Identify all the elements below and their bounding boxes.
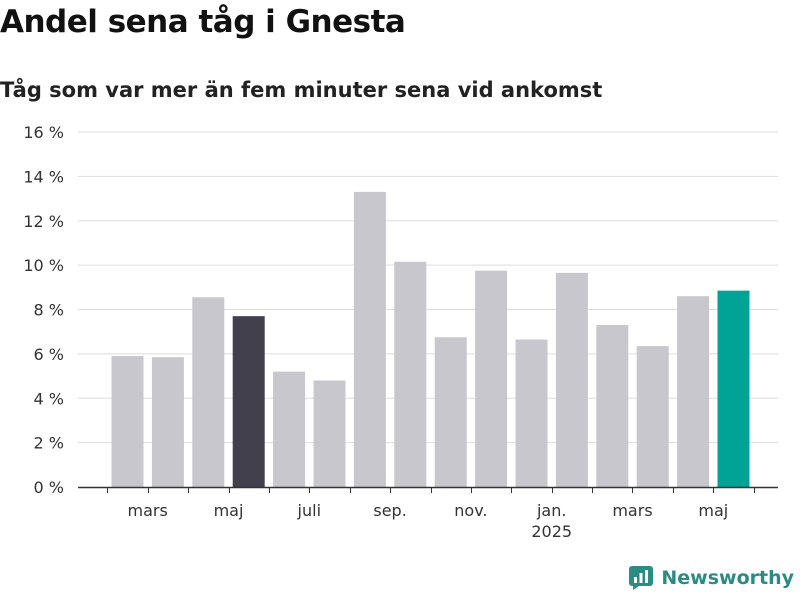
bar [273, 371, 306, 487]
bar [313, 380, 346, 487]
x-tick-label: juli [297, 501, 321, 520]
x-tick-label: maj [214, 501, 244, 520]
y-tick-label: 14 % [23, 167, 64, 186]
y-tick-label: 16 % [23, 123, 64, 142]
bar [151, 357, 184, 487]
y-tick-label: 2 % [34, 434, 64, 453]
y-tick-label: 4 % [34, 389, 64, 408]
x-tick-label: nov. [454, 501, 487, 520]
bar-chart: 0 % 2 % 4 % 6 % 8 % 10 % 12 % 14 % 16 % mars maj ju… [23, 123, 778, 541]
chart-subtitle: Tåg som var mer än fem minuter sena vid … [0, 78, 603, 102]
y-tick-label: 12 % [23, 212, 64, 231]
bar [111, 356, 144, 487]
x-tick-sublabel: 2025 [531, 522, 572, 541]
bar [475, 270, 508, 487]
chart-title: Andel sena tåg i Gnesta [0, 4, 406, 40]
bar [636, 346, 669, 487]
brand-name: Newsworthy [661, 567, 794, 589]
y-tick-label: 6 % [34, 345, 64, 364]
x-tick-label: sep. [373, 501, 406, 520]
x-tick-label: maj [698, 501, 728, 520]
bar [434, 337, 467, 487]
bar [232, 316, 265, 487]
y-tick-label: 0 % [34, 478, 64, 497]
bar [555, 272, 588, 487]
brand-logo: Newsworthy [629, 566, 794, 590]
x-tick-label: jan. [536, 501, 566, 520]
bar [677, 296, 710, 487]
bar [515, 339, 548, 487]
bar [394, 261, 427, 487]
bar [353, 191, 386, 487]
y-tick-label: 10 % [23, 256, 64, 275]
bar [596, 325, 629, 487]
bar [717, 290, 750, 487]
bar [192, 297, 225, 487]
x-tick-label: mars [128, 501, 168, 520]
x-tick-label: mars [612, 501, 652, 520]
newsworthy-logo-icon [629, 566, 654, 590]
y-tick-label: 8 % [34, 301, 64, 320]
